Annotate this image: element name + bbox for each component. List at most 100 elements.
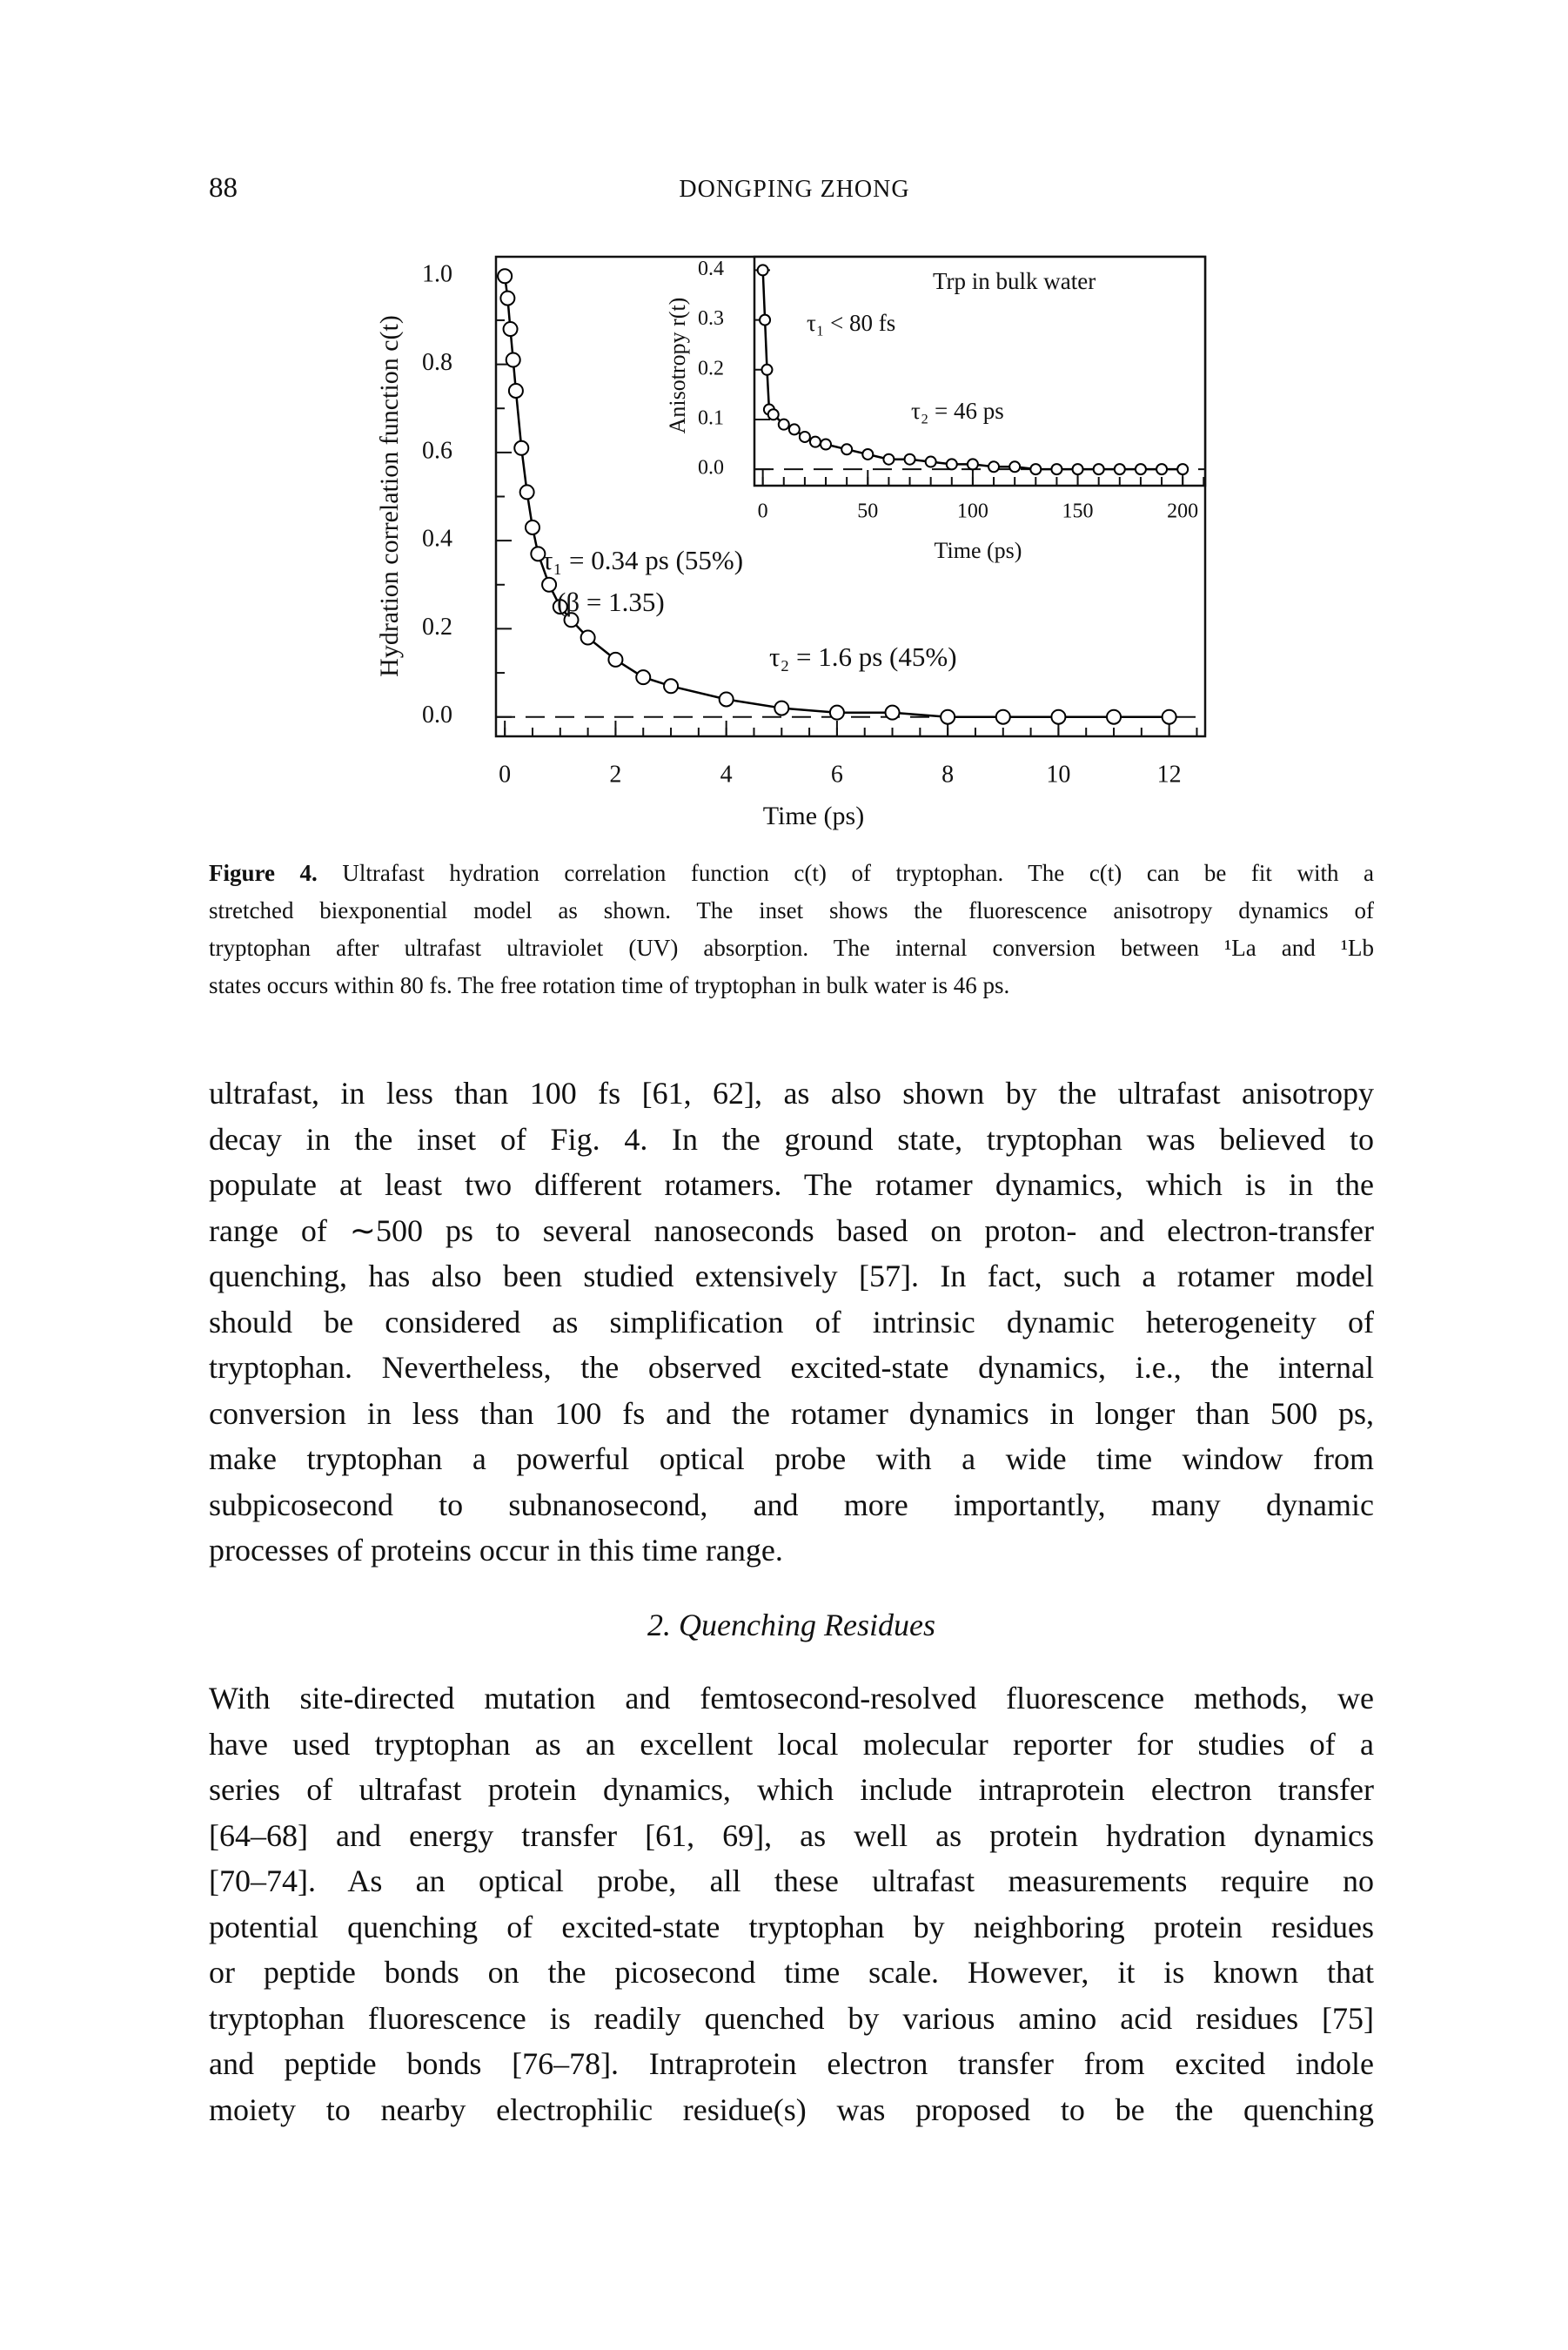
data-point (541, 576, 558, 593)
caption-text: stretched biexponential model as shown. … (209, 897, 1374, 923)
paragraph: With site-directed mutation and femtosec… (209, 1675, 1374, 2132)
y-tick-label: 0.2 (422, 614, 452, 641)
y-tick-label: 0.3 (698, 307, 724, 330)
text-line: series of ultrafast protein dynamics, wh… (209, 1772, 1374, 1807)
x-tick-label: 150 (1062, 500, 1094, 523)
data-point (1050, 708, 1067, 725)
data-point (777, 418, 790, 431)
caption-text: Ultrafast hydration correlation function… (342, 860, 1374, 886)
data-point (1156, 463, 1169, 476)
caption-text: states occurs within 80 fs. The free rot… (209, 972, 1010, 998)
data-point (530, 546, 546, 562)
data-point (513, 440, 530, 456)
text-line: conversion in less than 100 fs and the r… (209, 1395, 1374, 1431)
x-tick-label: 0 (499, 761, 511, 788)
text-line: potential quenching of excited-state try… (209, 1909, 1374, 1944)
data-point (759, 313, 772, 326)
data-point (1029, 463, 1042, 476)
annotation: τ₂ = 46 ps (911, 398, 1004, 424)
data-point (945, 458, 958, 471)
data-point (903, 453, 916, 466)
y-tick-label: 0.6 (422, 437, 452, 464)
y-tick-label: 0.8 (422, 349, 452, 376)
y-tick-label: 0.0 (422, 702, 452, 728)
data-point (524, 519, 540, 535)
annotation: Trp in bulk water (933, 268, 1096, 294)
data-point (552, 599, 568, 615)
text-line: range of ∼500 ps to several nanoseconds … (209, 1212, 1374, 1248)
x-tick-label: 6 (831, 761, 843, 788)
annotation: τ₁ < 80 fs (807, 310, 895, 336)
data-point (1176, 463, 1189, 476)
data-point (1092, 463, 1105, 476)
y-axis-title: Anisotropy r(t) (665, 298, 690, 434)
x-tick-label: 12 (1157, 761, 1182, 788)
y-tick-label: 0.4 (422, 526, 452, 553)
data-point (1161, 708, 1177, 725)
x-tick-label: 50 (857, 500, 878, 523)
data-point (966, 458, 979, 471)
data-point (861, 447, 874, 460)
data-point (1113, 463, 1126, 476)
data-point (607, 651, 624, 668)
y-tick-label: 0.2 (698, 357, 724, 379)
data-point (761, 363, 774, 376)
data-point (995, 708, 1011, 725)
text-line: decay in the inset of Fig. 4. In the gro… (209, 1121, 1374, 1157)
data-point (502, 321, 519, 338)
data-point (497, 268, 513, 285)
y-axis-title: Hydration correlation function c(t) (375, 315, 404, 677)
data-point (507, 382, 524, 399)
data-point (882, 453, 895, 466)
data-point (505, 352, 521, 368)
caption-line: Figure 4. Ultrafast hydration correlatio… (209, 855, 1374, 892)
text-line: subpicosecond to subnanosecond, and more… (209, 1487, 1374, 1522)
data-point (774, 700, 790, 716)
paragraph: ultrafast, in less than 100 fs [61, 62],… (209, 1071, 1374, 1574)
text-line: tryptophan. Nevertheless, the observed e… (209, 1350, 1374, 1385)
data-point (988, 460, 1001, 473)
text-line: [70–74]. As an optical probe, all these … (209, 1863, 1374, 1898)
data-point (1050, 463, 1063, 476)
data-point (884, 704, 901, 721)
data-point (798, 430, 811, 443)
data-point (828, 704, 845, 721)
x-tick-label: 10 (1046, 761, 1070, 788)
annotation: (β = 1.35) (557, 587, 665, 617)
text-line: With site-directed mutation and femtosec… (209, 1681, 1374, 1716)
caption-line: tryptophan after ultrafast ultraviolet (… (209, 930, 1374, 967)
data-point (663, 678, 680, 695)
data-point (787, 423, 801, 436)
text-line: should be considered as simplification o… (209, 1304, 1374, 1340)
text-line: moiety to nearby electrophilic residue(s… (209, 2092, 1374, 2127)
x-tick-label: 8 (941, 761, 954, 788)
data-point (499, 290, 516, 306)
data-point (767, 408, 780, 421)
data-point (820, 438, 833, 451)
data-point (718, 691, 734, 708)
text-line: tryptophan fluorescence is readily quenc… (209, 2000, 1374, 2036)
figure: 0 2 4 6 8 10 12 0.0 0.2 0.4 0.6 0.8 1.0 Time (ps) Hydr… (375, 255, 1207, 830)
data-point (519, 484, 535, 500)
section-heading: 2. Quenching Residues (647, 1608, 935, 1642)
caption-line: stretched biexponential model as shown. … (209, 892, 1374, 930)
data-point (1134, 463, 1147, 476)
text-line: processes of proteins occur in this time… (209, 1533, 783, 1568)
caption-line: states occurs within 80 fs. The free rot… (209, 967, 1374, 1004)
x-tick-label: 4 (720, 761, 733, 788)
text-line: make tryptophan a powerful optical probe… (209, 1441, 1374, 1476)
text-line: ultrafast, in less than 100 fs [61, 62],… (209, 1076, 1374, 1111)
caption: Figure 4. Ultrafast hydration correlatio… (209, 855, 1374, 1004)
data-point (1071, 463, 1084, 476)
x-tick-label: 0 (758, 500, 768, 523)
data-point (924, 455, 937, 468)
text-line: or peptide bonds on the picosecond time … (209, 1955, 1374, 1990)
annotation: τ₁ = 0.34 ps (55%) (542, 545, 743, 575)
y-tick-label: 1.0 (422, 261, 452, 288)
x-tick-label: 100 (957, 500, 988, 523)
data-point (841, 443, 854, 456)
y-tick-label: 0.0 (698, 457, 724, 480)
data-point (1106, 708, 1122, 725)
text-line: have used tryptophan as an excellent loc… (209, 1726, 1374, 1762)
data-point (940, 708, 956, 725)
